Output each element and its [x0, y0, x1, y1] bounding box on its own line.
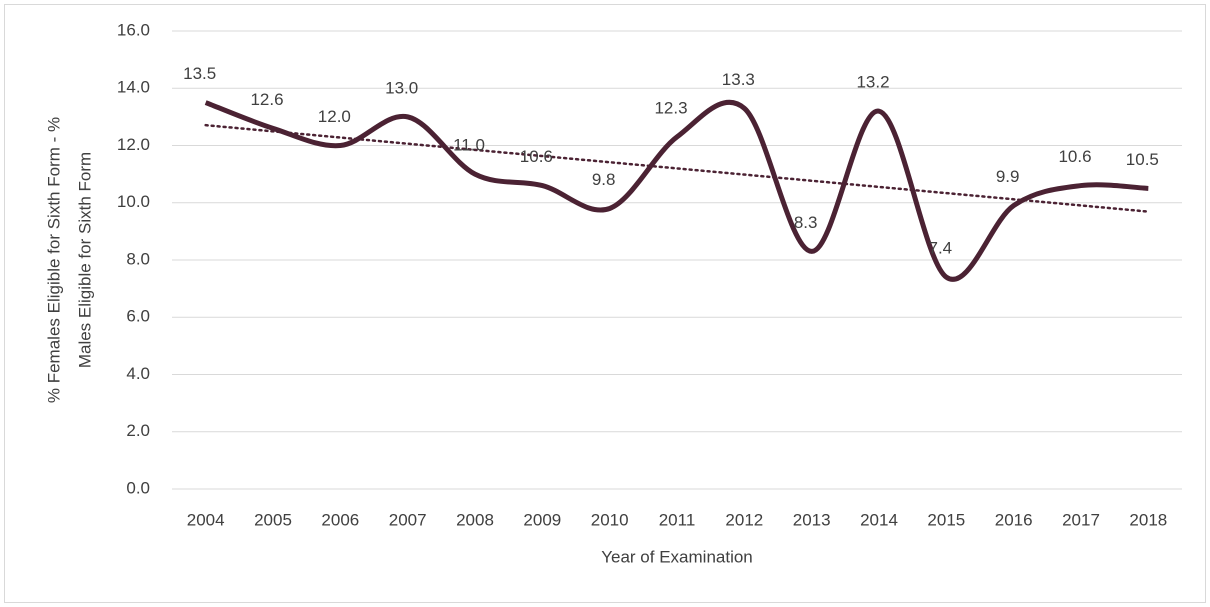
data-label: 12.6	[250, 90, 283, 109]
x-tick-label: 2012	[725, 510, 763, 529]
data-line	[204, 99, 1149, 282]
data-label: 8.3	[794, 213, 818, 232]
x-tick-label: 2018	[1129, 510, 1167, 529]
y-tick-label: 6.0	[126, 307, 150, 326]
x-axis-label: Year of Examination	[601, 547, 753, 566]
data-label: 11.0	[453, 136, 485, 155]
x-tick-label: 2008	[456, 510, 494, 529]
x-tick-label: 2004	[187, 510, 225, 529]
data-label: 10.6	[520, 147, 553, 166]
x-tick-label: 2010	[591, 510, 629, 529]
x-tick-label: 2017	[1062, 510, 1100, 529]
x-tick-label: 2006	[321, 510, 359, 529]
y-tick-label: 10.0	[117, 192, 150, 211]
x-tick-label: 2015	[927, 510, 965, 529]
data-label: 7.4	[929, 239, 953, 258]
data-label: 12.3	[654, 98, 687, 117]
data-label: 9.9	[996, 167, 1020, 186]
x-tick-label: 2007	[389, 510, 427, 529]
x-tick-label: 2009	[523, 510, 561, 529]
data-label: 10.5	[1126, 150, 1159, 169]
data-label: 9.8	[592, 170, 616, 189]
y-tick-label: 0.0	[126, 478, 150, 497]
y-tick-label: 2.0	[126, 421, 150, 440]
y-tick-label: 8.0	[126, 249, 150, 268]
data-label: 13.3	[722, 70, 755, 89]
y-tick-label: 16.0	[117, 20, 150, 39]
trendline	[204, 123, 1150, 213]
y-tick-label: 14.0	[117, 78, 150, 97]
x-tick-label: 2011	[659, 510, 696, 529]
data-label: 10.6	[1058, 147, 1091, 166]
y-axis-label: Males Eligible for Sixth Form	[75, 152, 94, 368]
x-tick-label: 2016	[995, 510, 1033, 529]
chart-frame	[4, 4, 1206, 603]
y-tick-label: 12.0	[117, 135, 150, 154]
data-label: 13.0	[385, 78, 418, 97]
x-tick-label: 2014	[860, 510, 898, 529]
y-tick-label: 4.0	[126, 364, 150, 383]
x-tick-label: 2013	[793, 510, 831, 529]
data-label: 13.2	[856, 73, 889, 92]
data-label: 13.5	[183, 64, 216, 83]
data-label: 12.0	[318, 107, 351, 126]
x-tick-label: 2005	[254, 510, 292, 529]
y-axis-label: % Females Eligible for Sixth Form - %	[44, 117, 63, 403]
